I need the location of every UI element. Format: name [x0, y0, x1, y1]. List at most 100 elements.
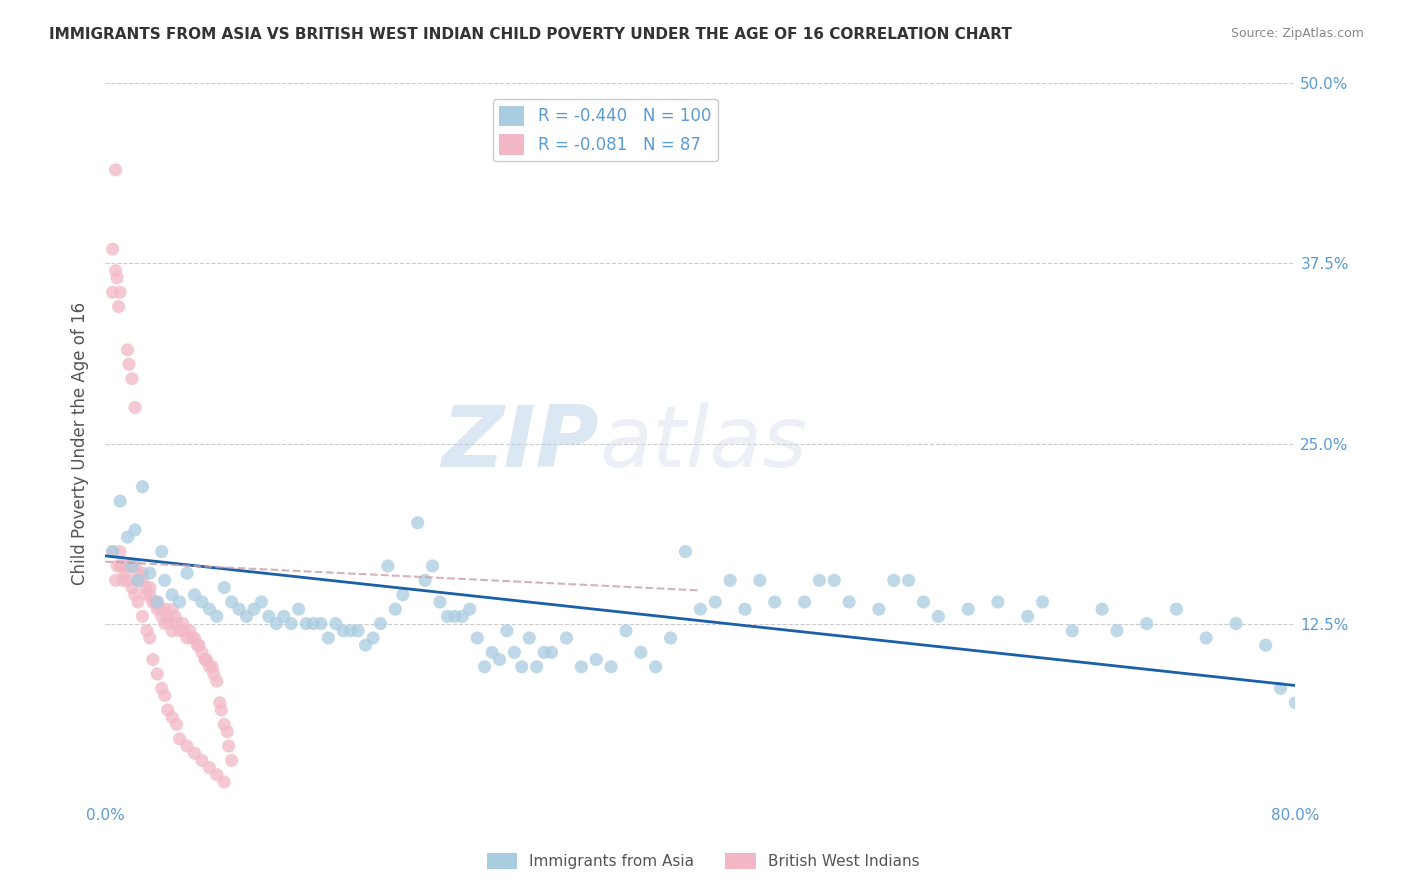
Point [481, 645, 503, 659]
Point [488, 652, 510, 666]
Point [503, 645, 526, 659]
Point [169, 624, 191, 638]
Point [201, 660, 224, 674]
Point [883, 574, 905, 588]
Point [142, 595, 165, 609]
Point [146, 667, 169, 681]
Point [124, 588, 146, 602]
Point [451, 609, 474, 624]
Point [173, 624, 195, 638]
Point [212, 717, 235, 731]
Point [107, 300, 129, 314]
Point [187, 638, 209, 652]
Point [273, 609, 295, 624]
Point [104, 263, 127, 277]
Point [183, 631, 205, 645]
Point [156, 609, 179, 624]
Point [108, 558, 131, 573]
Point [1166, 602, 1188, 616]
Point [614, 624, 637, 638]
Point [127, 566, 149, 581]
Point [897, 574, 920, 588]
Point [675, 544, 697, 558]
Point [176, 566, 198, 581]
Point [280, 616, 302, 631]
Point [377, 558, 399, 573]
Point [150, 681, 173, 696]
Point [172, 616, 194, 631]
Point [121, 558, 143, 573]
Point [630, 645, 652, 659]
Point [235, 609, 257, 624]
Point [436, 609, 458, 624]
Point [101, 242, 124, 256]
Point [112, 558, 135, 573]
Point [131, 480, 153, 494]
Point [118, 357, 141, 371]
Point [257, 609, 280, 624]
Point [370, 616, 392, 631]
Point [659, 631, 682, 645]
Point [734, 602, 756, 616]
Point [131, 609, 153, 624]
Point [1105, 624, 1128, 638]
Point [124, 523, 146, 537]
Point [347, 624, 370, 638]
Point [169, 731, 191, 746]
Point [186, 638, 208, 652]
Point [209, 703, 232, 717]
Text: Source: ZipAtlas.com: Source: ZipAtlas.com [1230, 27, 1364, 40]
Point [101, 544, 124, 558]
Point [384, 602, 406, 616]
Point [585, 652, 607, 666]
Point [266, 616, 288, 631]
Point [600, 660, 623, 674]
Point [146, 595, 169, 609]
Y-axis label: Child Poverty Under the Age of 16: Child Poverty Under the Age of 16 [72, 302, 89, 585]
Point [139, 581, 162, 595]
Point [205, 609, 228, 624]
Point [146, 595, 169, 609]
Point [114, 566, 136, 581]
Point [704, 595, 727, 609]
Point [139, 631, 162, 645]
Point [195, 652, 218, 666]
Point [166, 616, 188, 631]
Point [555, 631, 578, 645]
Point [868, 602, 890, 616]
Point [763, 595, 786, 609]
Point [156, 703, 179, 717]
Point [143, 595, 166, 609]
Point [139, 588, 162, 602]
Point [325, 616, 347, 631]
Point [160, 710, 183, 724]
Point [135, 624, 157, 638]
Point [689, 602, 711, 616]
Point [927, 609, 949, 624]
Point [332, 624, 354, 638]
Point [112, 574, 135, 588]
Point [104, 574, 127, 588]
Point [149, 602, 172, 616]
Point [1091, 602, 1114, 616]
Point [354, 638, 377, 652]
Point [1254, 638, 1277, 652]
Point [124, 401, 146, 415]
Point [117, 558, 139, 573]
Point [127, 595, 149, 609]
Point [105, 271, 128, 285]
Point [422, 558, 444, 573]
Point [391, 588, 413, 602]
Point [1270, 681, 1292, 696]
Point [413, 574, 436, 588]
Point [160, 624, 183, 638]
Point [108, 544, 131, 558]
Point [295, 616, 318, 631]
Point [150, 544, 173, 558]
Point [1284, 696, 1306, 710]
Point [1136, 616, 1159, 631]
Point [131, 566, 153, 581]
Point [496, 624, 519, 638]
Point [205, 674, 228, 689]
Point [183, 588, 205, 602]
